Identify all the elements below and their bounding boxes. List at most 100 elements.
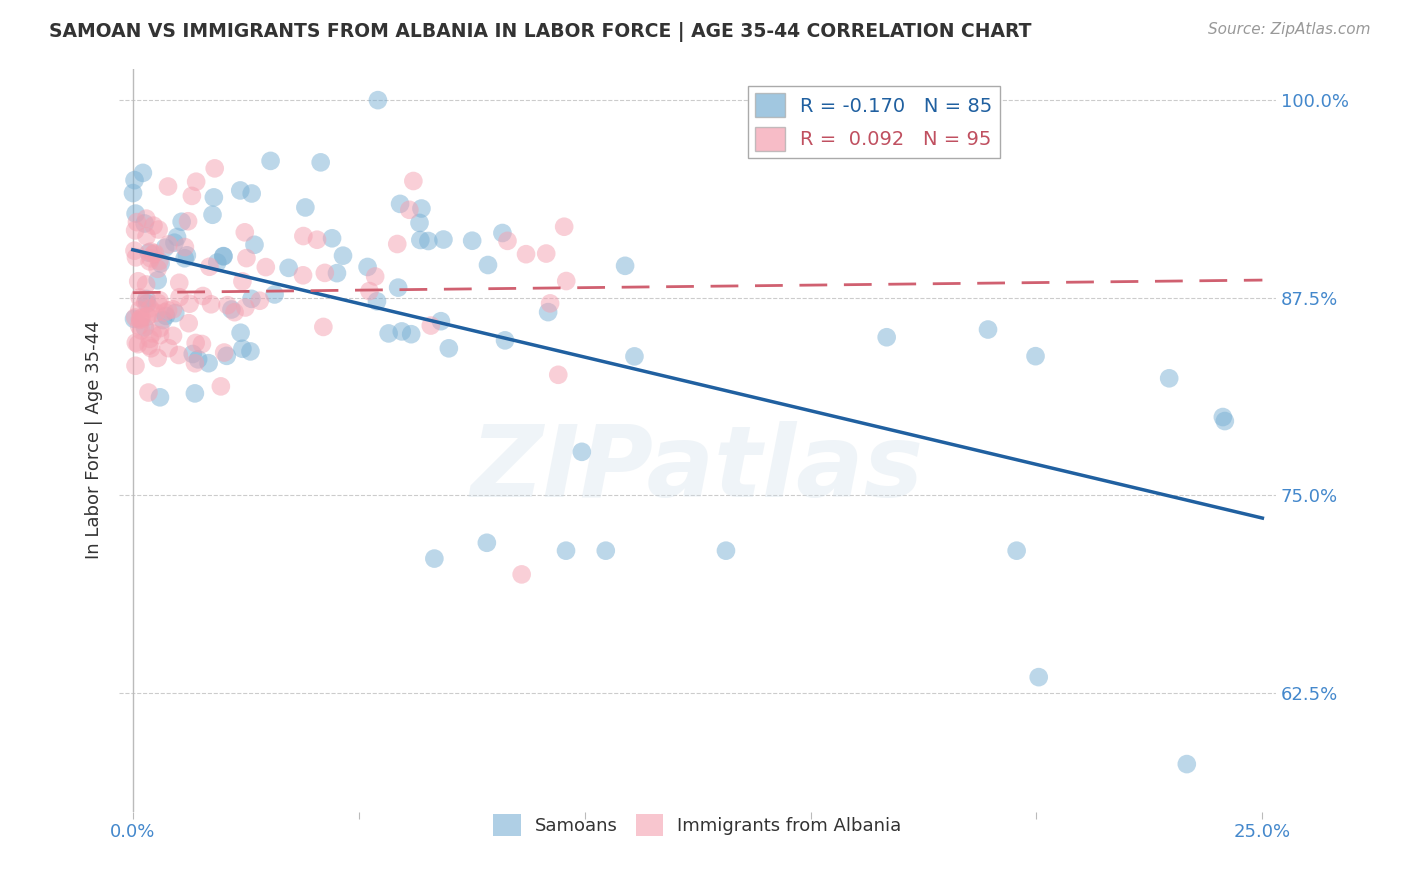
Point: [124, 244, 146, 258]
Point: [128, 318, 150, 333]
Point: [124, 223, 146, 237]
Point: [204, 161, 226, 176]
Point: [1213, 414, 1236, 428]
Point: [135, 211, 157, 226]
Point: [477, 258, 499, 272]
Point: [977, 322, 1000, 336]
Point: [134, 320, 156, 334]
Point: [191, 337, 214, 351]
Point: [714, 543, 737, 558]
Point: [402, 174, 425, 188]
Point: [155, 309, 177, 323]
Point: [149, 256, 172, 270]
Text: Source: ZipAtlas.com: Source: ZipAtlas.com: [1208, 22, 1371, 37]
Point: [139, 252, 162, 266]
Point: [389, 197, 412, 211]
Point: [157, 179, 180, 194]
Point: [202, 190, 225, 204]
Point: [128, 291, 150, 305]
Point: [157, 341, 180, 355]
Point: [176, 248, 198, 262]
Point: [538, 296, 561, 310]
Point: [243, 237, 266, 252]
Point: [131, 310, 153, 325]
Point: [1175, 757, 1198, 772]
Point: [235, 251, 257, 265]
Point: [139, 341, 162, 355]
Point: [125, 251, 148, 265]
Point: [198, 260, 221, 274]
Point: [191, 289, 214, 303]
Point: [148, 254, 170, 268]
Point: [356, 260, 378, 274]
Point: [249, 293, 271, 308]
Point: [207, 255, 229, 269]
Point: [212, 249, 235, 263]
Point: [157, 303, 180, 318]
Y-axis label: In Labor Force | Age 35-44: In Labor Force | Age 35-44: [86, 321, 103, 559]
Point: [876, 330, 898, 344]
Point: [184, 335, 207, 350]
Point: [411, 202, 433, 216]
Point: [423, 551, 446, 566]
Point: [124, 310, 146, 325]
Point: [314, 266, 336, 280]
Point: [224, 305, 246, 319]
Point: [209, 379, 232, 393]
Point: [125, 215, 148, 229]
Point: [321, 231, 343, 245]
Point: [359, 284, 381, 298]
Point: [167, 276, 190, 290]
Point: [212, 249, 235, 263]
Point: [143, 246, 166, 260]
Point: [231, 274, 253, 288]
Point: [364, 269, 387, 284]
Point: [1028, 670, 1050, 684]
Point: [124, 359, 146, 373]
Point: [277, 260, 299, 275]
Point: [263, 287, 285, 301]
Point: [173, 240, 195, 254]
Point: [534, 246, 557, 260]
Point: [142, 247, 165, 261]
Point: [1025, 349, 1047, 363]
Point: [129, 323, 152, 337]
Point: [494, 334, 516, 348]
Point: [148, 293, 170, 308]
Point: [510, 567, 533, 582]
Point: [233, 301, 256, 315]
Point: [240, 292, 263, 306]
Point: [167, 348, 190, 362]
Point: [595, 543, 617, 558]
Point: [430, 314, 453, 328]
Point: [201, 208, 224, 222]
Point: [139, 244, 162, 259]
Point: [138, 385, 160, 400]
Point: [515, 247, 537, 261]
Point: [122, 311, 145, 326]
Text: SAMOAN VS IMMIGRANTS FROM ALBANIA IN LABOR FORCE | AGE 35-44 CORRELATION CHART: SAMOAN VS IMMIGRANTS FROM ALBANIA IN LAB…: [49, 22, 1032, 42]
Point: [215, 349, 238, 363]
Point: [165, 306, 187, 320]
Point: [136, 310, 159, 324]
Point: [419, 318, 441, 333]
Point: [135, 229, 157, 244]
Point: [139, 301, 162, 316]
Point: [181, 347, 204, 361]
Point: [229, 326, 252, 340]
Point: [186, 175, 208, 189]
Point: [184, 356, 207, 370]
Point: [391, 325, 413, 339]
Point: [239, 344, 262, 359]
Point: [134, 217, 156, 231]
Point: [145, 306, 167, 320]
Point: [132, 166, 155, 180]
Point: [142, 219, 165, 233]
Point: [124, 173, 146, 187]
Point: [217, 298, 239, 312]
Point: [614, 259, 637, 273]
Point: [157, 237, 180, 252]
Point: [125, 335, 148, 350]
Point: [1212, 410, 1234, 425]
Point: [179, 296, 201, 310]
